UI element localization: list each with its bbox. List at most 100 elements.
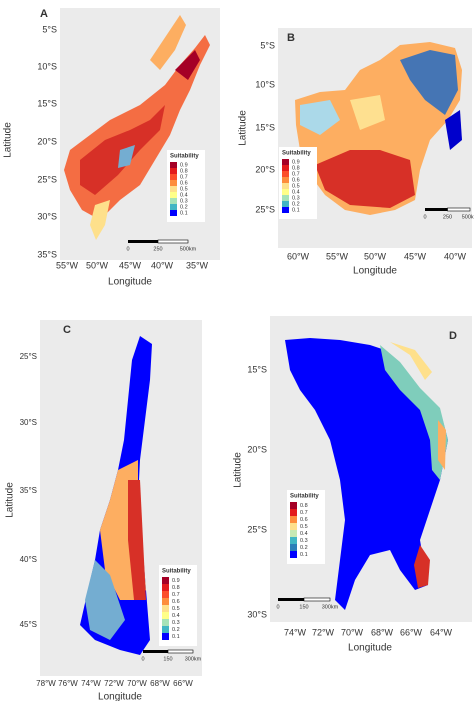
scale-bar-label: 500km [462,214,474,220]
x-tick-label: 66°W [173,679,193,688]
legend-label: 0.8 [300,503,308,509]
map-b [295,42,462,215]
x-tick-label: 72°W [312,627,335,637]
legend-label: 0.1 [300,552,308,558]
x-tick-label: 45°W [119,260,142,270]
scale-bar-label: 0 [423,214,426,220]
map-c [80,336,152,655]
x-tick-label: 50°W [364,251,387,261]
x-tick-label: 70°W [127,679,147,688]
y-axis-title: Latitude [5,482,16,518]
legend-swatch [282,177,289,183]
y-tick-label: 25°S [247,524,267,534]
x-axis-title: Longitude [98,692,142,701]
legend-label: 0.7 [292,171,300,177]
legend-swatch [282,189,289,195]
legend-swatch [282,159,289,165]
x-tick-label: 72°W [104,679,124,688]
y-tick-label: 15°S [37,98,57,108]
legend-label: 0.2 [172,627,180,633]
x-axis-title: Longitude [348,643,392,654]
scale-bar-black [143,650,168,653]
panel-label: B [287,32,295,44]
x-tick-label: 66°W [400,627,423,637]
x-tick-label: 68°W [371,627,394,637]
legend-swatch [290,544,297,551]
legend-label: 0.6 [292,177,300,183]
scale-bar-label: 250 [153,246,162,252]
y-tick-label: 25°S [255,204,275,214]
y-tick-label: 20°S [37,136,57,146]
scale-bar-label: 250 [443,214,452,220]
legend-label: 0.1 [292,207,300,213]
y-tick-label: 5°S [42,24,57,34]
legend-swatch [170,162,177,168]
legend-label: 0.1 [172,634,180,640]
x-tick-label: 35°W [186,260,209,270]
y-tick-label: 20°S [255,164,275,174]
legend-label: 0.2 [300,545,308,551]
y-tick-label: 30°S [37,211,57,221]
legend-label: 0.1 [180,210,188,216]
y-axis-title: Latitude [238,110,249,146]
x-tick-label: 45°W [404,251,427,261]
scale-bar-label: 150 [163,656,172,662]
y-tick-label: 20°S [247,444,267,454]
x-tick-label: 74°W [284,627,307,637]
x-tick-label: 40°W [151,260,174,270]
legend-swatch [282,165,289,171]
x-tick-label: 74°W [81,679,101,688]
legend-label: 0.8 [180,168,188,174]
legend-label: 0.8 [292,165,300,171]
legend-swatch [282,183,289,189]
x-tick-label: 68°W [150,679,170,688]
legend-title: Suitability [170,154,199,160]
y-tick-label: 5°S [260,40,275,50]
scale-bar-white [447,207,471,212]
legend-label: 0.8 [172,585,180,591]
scale-bar-white [303,597,331,602]
scale-bar-label: 300km [322,604,339,610]
legend-label: 0.5 [180,186,188,192]
legend-title: Suitability [282,151,311,157]
legend-swatch [290,530,297,537]
legend-label: 0.3 [172,620,180,626]
y-tick-label: 30°S [20,418,37,427]
legend-label: 0.3 [300,538,308,544]
map-d [285,338,448,610]
x-axis-title: Longitude [353,266,397,277]
legend-title: Suitability [162,569,191,575]
y-tick-label: 45°S [20,620,37,629]
legend-swatch [290,502,297,509]
legend-swatch [162,633,169,640]
y-axis-title: Latitude [3,122,14,158]
legend-label: 0.4 [300,531,308,537]
scale-bar-black [425,208,448,211]
legend-swatch [290,516,297,523]
scale-bar-label: 0 [126,246,129,252]
legend-swatch [170,192,177,198]
legend-swatch [162,577,169,584]
legend-swatch [170,168,177,174]
legend-label: 0.2 [180,204,188,210]
legend-swatch [290,537,297,544]
scale-bar-label: 300km [185,656,202,662]
x-tick-label: 55°W [56,260,79,270]
x-tick-label: 50°W [86,260,109,270]
legend-label: 0.4 [172,613,180,619]
scale-bar-black [128,240,158,243]
x-tick-label: 40°W [444,251,467,261]
legend-swatch [162,605,169,612]
y-tick-label: 35°S [37,249,57,259]
legend-swatch [170,186,177,192]
x-tick-label: 64°W [430,627,453,637]
legend-swatch [170,204,177,210]
legend-swatch [290,551,297,558]
x-tick-label: 60°W [287,251,310,261]
x-tick-label: 70°W [341,627,364,637]
y-tick-label: 40°S [20,555,37,564]
scale-bar-white [157,239,189,244]
y-tick-label: 15°S [255,122,275,132]
y-tick-label: 10°S [37,61,57,71]
legend-swatch [162,626,169,633]
